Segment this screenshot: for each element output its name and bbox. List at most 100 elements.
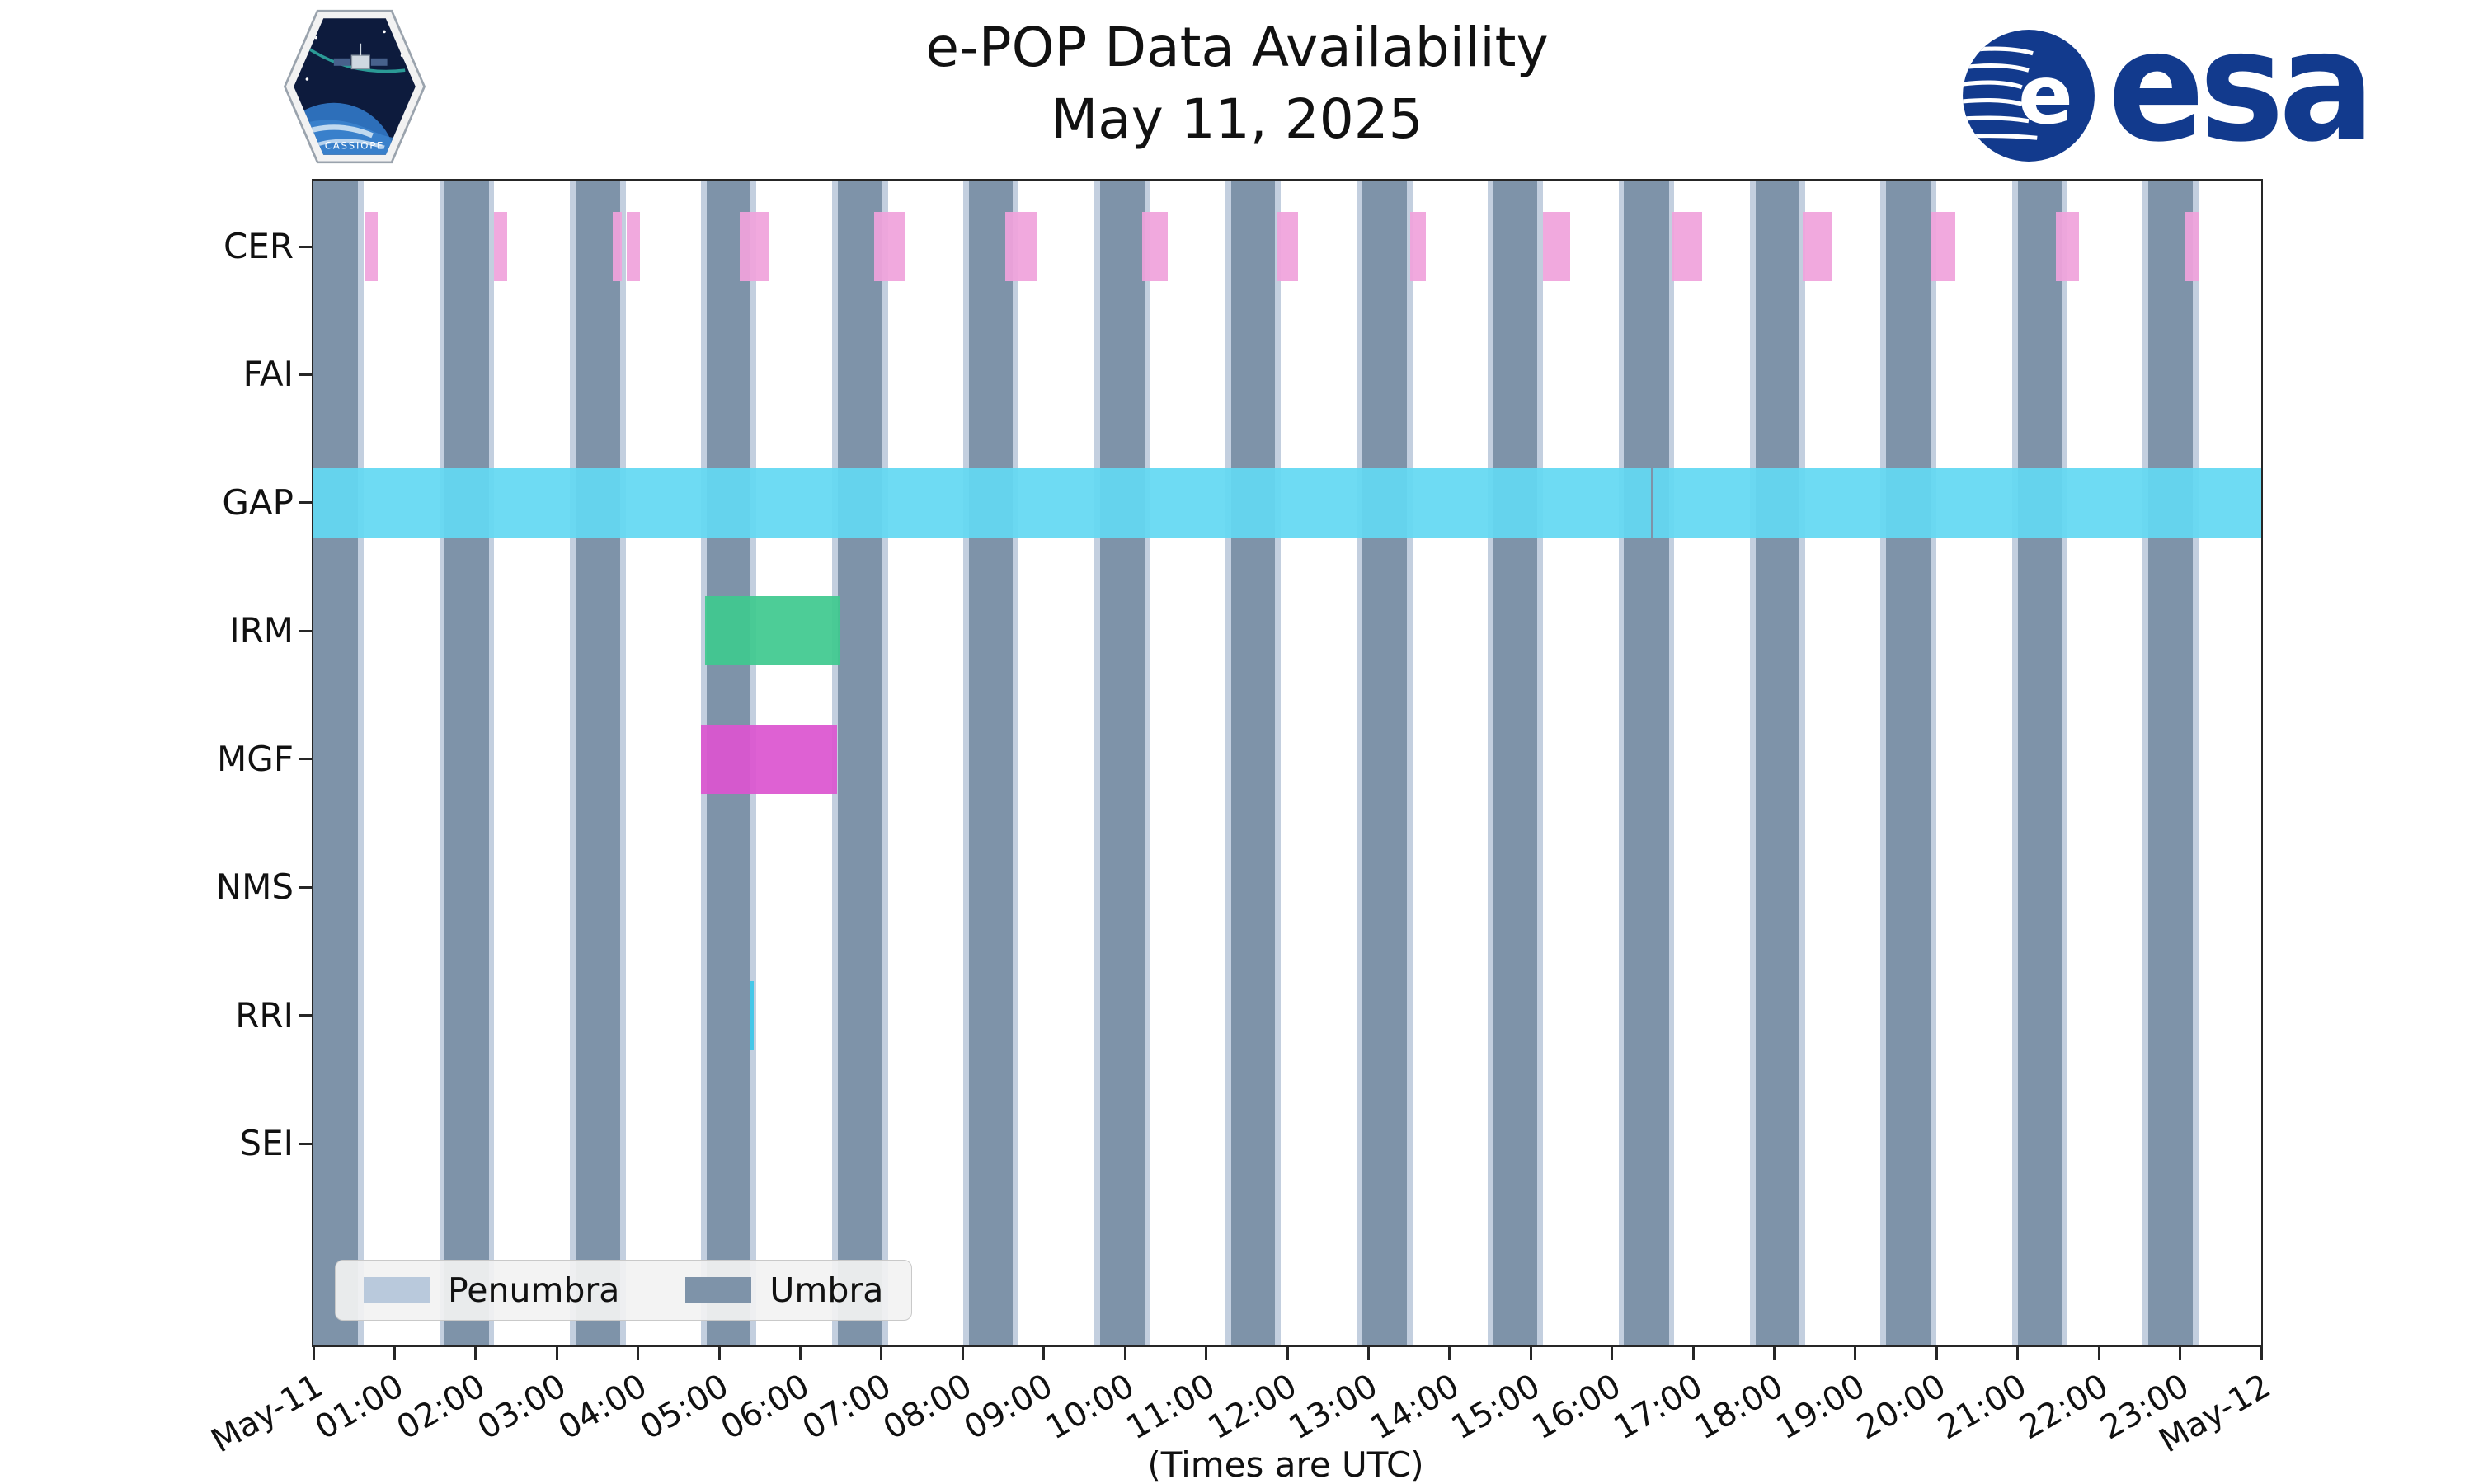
penumbra-band [439, 181, 445, 1345]
irm-availability-bar [705, 596, 840, 666]
chart-title-line2: May 11, 2025 [1051, 87, 1423, 152]
x-tick-label-18-00: 18:00 [1688, 1367, 1790, 1448]
x-tick-label-21-00: 21:00 [1931, 1367, 2034, 1448]
row-label-gap: GAP [222, 481, 294, 523]
cassiope-mission-patch: CASSIOPE [283, 9, 426, 164]
penumbra-band [1749, 181, 1756, 1345]
penumbra-band [1356, 181, 1362, 1345]
x-tick-mark [1935, 1347, 1938, 1360]
umbra-band [1099, 181, 1145, 1345]
penumbra-band [1537, 181, 1543, 1345]
y-tick-mark [299, 629, 312, 632]
cer-availability-bar [365, 212, 378, 281]
umbra-band [969, 181, 1014, 1345]
cer-availability-bar [1409, 212, 1427, 281]
umbra-band [2017, 181, 2062, 1345]
x-axis-label: (Times are UTC) [1147, 1444, 1424, 1484]
cer-availability-bar [874, 212, 905, 281]
umbra-band [313, 181, 359, 1345]
row-label-fai: FAI [242, 354, 294, 395]
row-label-nms: NMS [215, 866, 294, 908]
x-tick-mark [393, 1347, 396, 1360]
penumbra-band [1618, 181, 1625, 1345]
umbra-band [575, 181, 620, 1345]
satellite [333, 43, 388, 70]
x-tick-label-08-00: 08:00 [877, 1367, 979, 1448]
umbra-band [1755, 181, 1799, 1345]
x-tick-mark [1611, 1347, 1614, 1360]
penumbra-band [1406, 181, 1413, 1345]
row-label-rri: RRI [235, 994, 294, 1036]
x-tick-mark [961, 1347, 964, 1360]
esa-logo: e esa [1961, 10, 2472, 168]
cer-availability-bar [2185, 212, 2199, 281]
x-tick-label-07-00: 07:00 [796, 1367, 897, 1448]
x-tick-label-05-00: 05:00 [633, 1367, 736, 1448]
x-tick-label-15-00: 15:00 [1445, 1367, 1547, 1448]
x-tick-label-13-00: 13:00 [1282, 1367, 1385, 1448]
rri-availability-bar [750, 980, 755, 1050]
x-tick-mark [799, 1347, 802, 1360]
penumbra-band [1094, 181, 1100, 1345]
penumbra-band [1488, 181, 1493, 1345]
x-tick-label-16-00: 16:00 [1526, 1367, 1628, 1448]
x-tick-mark [2097, 1347, 2100, 1360]
y-tick-mark [299, 1142, 312, 1145]
x-tick-label-02-00: 02:00 [390, 1367, 492, 1448]
x-tick-label-04-00: 04:00 [552, 1367, 654, 1448]
x-tick-mark [717, 1347, 721, 1360]
cer-availability-bar [1005, 212, 1037, 281]
gap-availability-bar [1652, 467, 2261, 538]
cer-availability-bar [1802, 212, 1832, 281]
y-tick-mark [299, 885, 312, 889]
umbra-band [1886, 181, 1931, 1345]
penumbra-band [963, 181, 970, 1345]
y-tick-mark [299, 373, 312, 376]
cassiope-label: CASSIOPE [325, 140, 384, 152]
legend: Penumbra Umbra [335, 1260, 913, 1321]
cer-availability-bar [494, 212, 508, 281]
x-tick-label-11-00: 11:00 [1120, 1367, 1222, 1448]
penumbra-band [620, 181, 626, 1345]
row-label-cer: CER [223, 226, 294, 266]
x-tick-label-03-00: 03:00 [471, 1367, 573, 1448]
cer-availability-bar [1671, 212, 1702, 281]
penumbra-band [358, 181, 364, 1345]
x-tick-mark [1529, 1347, 1532, 1360]
row-label-sei: SEI [239, 1123, 294, 1163]
penumbra-band [1275, 181, 1282, 1345]
x-tick-mark [312, 1347, 315, 1360]
x-tick-mark [1286, 1347, 1289, 1360]
x-tick-label-10-00: 10:00 [1039, 1367, 1141, 1448]
penumbra-swatch-icon [364, 1277, 430, 1303]
plot-area: Penumbra Umbra [312, 179, 2263, 1347]
umbra-band [444, 181, 489, 1345]
penumbra-band [1799, 181, 1805, 1345]
x-tick-mark [1448, 1347, 1451, 1360]
x-tick-mark [1205, 1347, 1208, 1360]
x-tick-mark [1854, 1347, 1857, 1360]
gap-availability-bar [313, 467, 1651, 538]
x-tick-mark [637, 1347, 640, 1360]
umbra-band [1624, 181, 1669, 1345]
cer-availability-bar [626, 212, 640, 281]
penumbra-band [1144, 181, 1150, 1345]
cer-availability-bar [1931, 212, 1955, 281]
row-label-mgf: MGF [217, 738, 294, 779]
penumbra-band [1931, 181, 1937, 1345]
x-tick-mark [1773, 1347, 1776, 1360]
penumbra-band [488, 181, 495, 1345]
penumbra-band [2142, 181, 2149, 1345]
chart-title-line1: e-POP Data Availability [925, 16, 1549, 79]
penumbra-band [569, 181, 576, 1345]
umbra-band [1231, 181, 1276, 1345]
x-tick-mark [2016, 1347, 2020, 1360]
cer-availability-bar [1543, 212, 1571, 281]
x-tick-mark [1042, 1347, 1046, 1360]
legend-label-penumbra: Penumbra [448, 1270, 620, 1310]
penumbra-band [1225, 181, 1232, 1345]
x-tick-mark [2260, 1347, 2263, 1360]
x-tick-mark [1691, 1347, 1695, 1360]
umbra-band [1362, 181, 1407, 1345]
